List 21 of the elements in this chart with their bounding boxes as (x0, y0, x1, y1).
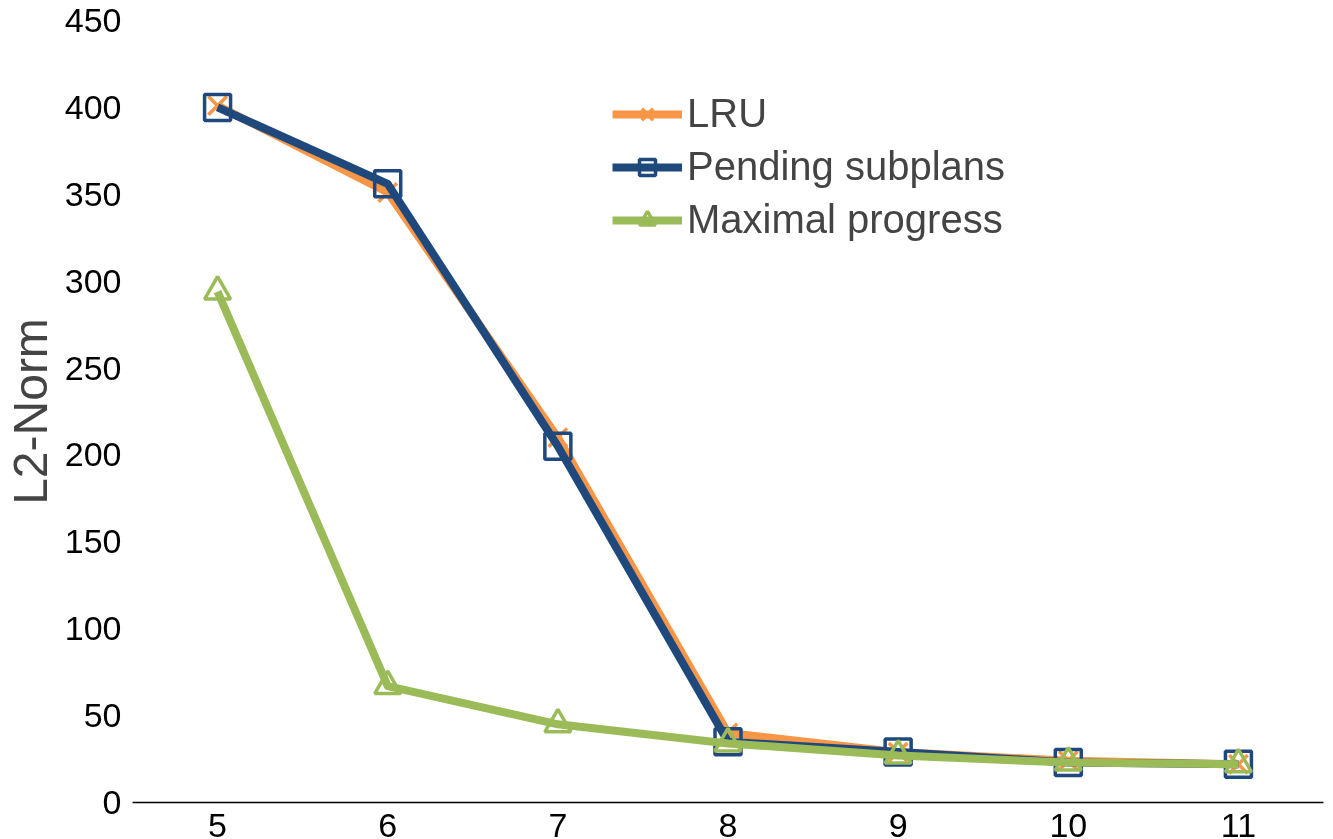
y-tick-label: 450 (64, 1, 122, 39)
x-tick-label: 7 (548, 805, 568, 839)
y-tick-label: 0 (102, 783, 122, 821)
x-tick-label: 6 (378, 805, 398, 839)
x-tick-label: 10 (1049, 805, 1088, 839)
y-tick-label: 300 (64, 261, 122, 300)
y-tick-label: 250 (64, 348, 122, 387)
y-tick-label: 400 (64, 87, 122, 126)
y-tick-label: 150 (64, 522, 122, 561)
y-tick-label: 50 (83, 696, 122, 735)
x-tick-label: 9 (888, 805, 908, 839)
legend-label: Maximal progress (687, 197, 1003, 242)
legend-label: LRU (687, 91, 768, 136)
x-tick-label: 8 (718, 805, 738, 839)
legend-label: Pending subplans (687, 144, 1006, 189)
y-axis-title: L2-Norm (3, 318, 57, 505)
y-tick-label: 350 (64, 174, 122, 213)
y-tick-label: 100 (64, 609, 122, 648)
y-tick-label: 200 (64, 435, 122, 474)
x-tick-label: 5 (208, 805, 228, 839)
x-tick-label: 11 (1220, 805, 1257, 839)
